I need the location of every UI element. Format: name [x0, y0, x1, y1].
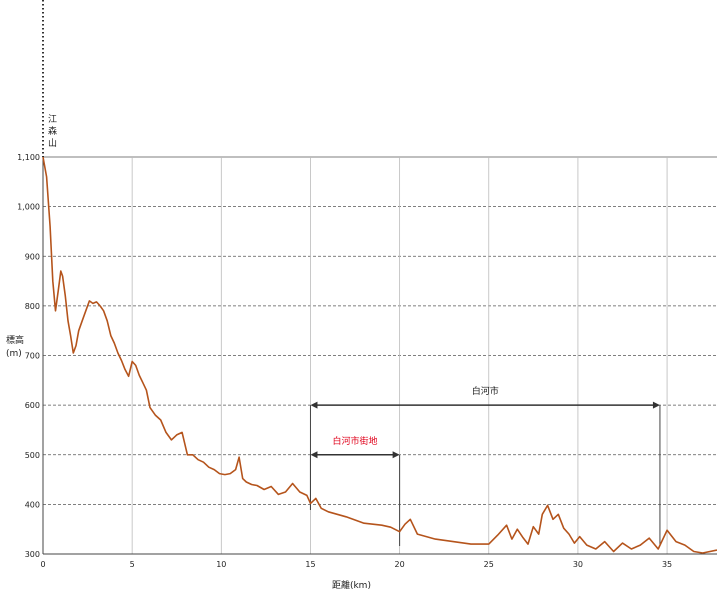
- annotation-range: 白河市: [309, 385, 661, 546]
- y-tick-label: 900: [25, 252, 40, 261]
- y-tick-label: 400: [25, 500, 40, 509]
- x-axis-label: 距離(km): [332, 579, 371, 591]
- x-tick-label: 5: [130, 560, 135, 569]
- elevation-line: [42, 156, 717, 554]
- x-tick-label: 35: [662, 560, 672, 569]
- x-tick-label: 15: [305, 560, 315, 569]
- x-tick-label: 0: [40, 560, 45, 569]
- x-tick-label: 30: [573, 560, 583, 569]
- annotation-label: 白河市: [472, 385, 499, 397]
- y-tick-label: 800: [25, 302, 40, 311]
- y-axis-ticks: 300 400 500 600 700 800 900 1,000 1,100: [17, 153, 40, 559]
- y-tick-label: 700: [25, 352, 40, 361]
- x-tick-label: 10: [216, 560, 226, 569]
- y-tick-label: 1,100: [17, 153, 40, 162]
- y-tick-label: 500: [25, 451, 40, 460]
- x-tick-label: 25: [484, 560, 494, 569]
- y-tick-label: 1,000: [17, 203, 40, 212]
- annotation-label: 白河市街地: [333, 435, 378, 447]
- x-tick-label: 20: [395, 560, 405, 569]
- x-axis-ticks: 0 5 10 15 20 25 30 35: [40, 560, 672, 569]
- grid: [42, 156, 717, 555]
- y-tick-label: 600: [25, 401, 40, 410]
- peak-label: 江森山: [48, 114, 57, 149]
- annotation-range: 白河市街地: [309, 435, 401, 546]
- y-axis-label: 標高(m): [6, 334, 24, 359]
- y-tick-label: 300: [25, 550, 40, 559]
